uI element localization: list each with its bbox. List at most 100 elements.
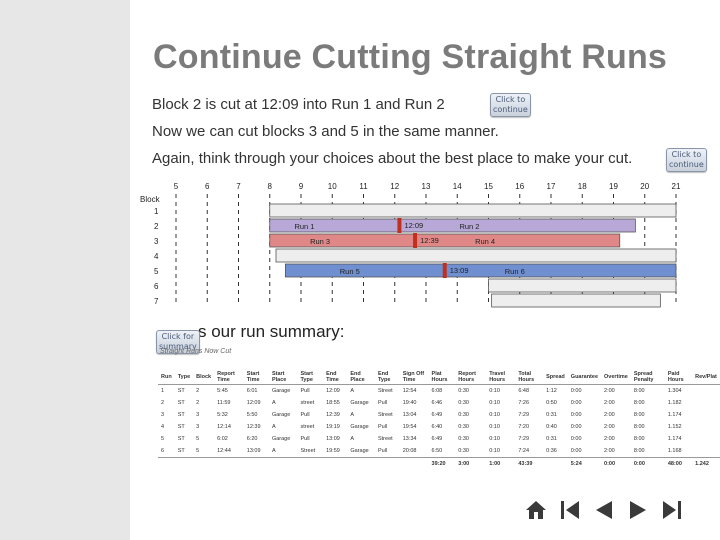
continue-button-1[interactable]: Click to continue [490, 93, 531, 117]
table-cell: 1.304 [667, 388, 682, 394]
table-cell: 8:00 [633, 412, 645, 418]
text-line-3: Again, think through your choices about … [152, 150, 633, 167]
table-cell: 0:30 [458, 400, 469, 406]
totals-cell [268, 457, 298, 470]
hour-tick-label: 5 [174, 182, 179, 191]
table-cell: 0:00 [570, 400, 582, 406]
totals-cell [374, 457, 400, 470]
table-cell: 0:30 [458, 424, 469, 430]
hour-tick-label: 13 [422, 182, 431, 191]
table-row: 5 ST 5 6:02 6:20 Garage Pull 13:09 A Street 13:34 6… [158, 433, 720, 445]
totals-cell [243, 457, 269, 470]
table-cell: 0:10 [489, 412, 500, 418]
table-cell: A [350, 388, 355, 394]
table-cell: 1.174 [667, 412, 682, 418]
table-cell: A [271, 424, 276, 430]
table-cell: 5:32 [217, 412, 228, 418]
table-cell: 1.152 [667, 424, 682, 430]
table-cell: Garage [350, 424, 369, 430]
table-cell: ST [177, 412, 185, 418]
summary-column-header: Paid Hours [664, 370, 693, 385]
table-cell: 1.174 [667, 436, 682, 442]
table-cell: 6:49 [431, 436, 443, 442]
summary-column-header: Plat Hours [428, 370, 456, 385]
table-cell: 0:40 [546, 424, 557, 430]
continue-button-2[interactable]: Click to continue [666, 148, 707, 172]
table-cell: Street [377, 412, 393, 418]
block-bar-3 [269, 233, 621, 248]
table-cell: 18:55 [326, 400, 340, 406]
totals-cell: 39:20 [428, 457, 456, 470]
hour-tick-label: 6 [205, 182, 210, 191]
table-cell: Garage [271, 388, 291, 394]
block-gantt-chart: 5 6 7 8 9 10 11 12 13 14 15 16 17 18 19 20 21Block123456… [140, 182, 681, 308]
table-cell: 2:00 [604, 400, 615, 406]
table-cell: 0:00 [570, 424, 582, 430]
table-cell: Pull [300, 412, 310, 418]
hour-tick-label: 14 [453, 182, 462, 191]
table-cell: Garage [350, 400, 369, 406]
slide-title: Continue Cutting Straight Runs [153, 38, 668, 76]
summary-button[interactable]: Click for summary [156, 330, 200, 354]
block-row-label: 7 [154, 297, 159, 306]
table-cell: 0:30 [458, 436, 469, 442]
table-cell: 1:12 [546, 388, 557, 394]
summary-column-header: Spread Penalty [630, 370, 665, 385]
totals-cell: 1:00 [486, 457, 516, 470]
table-cell: 7:24 [518, 448, 530, 454]
previous-slide-button[interactable] [592, 498, 616, 522]
table-cell: 0:00 [570, 412, 582, 418]
table-cell: 3 [196, 412, 200, 418]
table-cell: 6:02 [217, 436, 228, 442]
totals-cell [174, 457, 194, 470]
left-sidebar [0, 0, 130, 540]
last-slide-button[interactable] [660, 498, 684, 522]
block-row-label: 5 [154, 267, 159, 276]
table-cell: 3 [161, 412, 165, 418]
table-cell: 8:00 [633, 400, 645, 406]
table-cell: 12:09 [326, 388, 340, 394]
run-left-label: Run 3 [310, 237, 330, 246]
table-cell: 13:04 [402, 412, 417, 418]
table-cell: Street [377, 436, 393, 442]
totals-cell: 0:00 [630, 457, 665, 470]
summary-heading: s our run summary: [198, 322, 345, 341]
totals-cell [297, 457, 324, 470]
summary-column-header: Start Time [243, 370, 269, 385]
table-cell: 0:31 [546, 412, 557, 418]
table-cell: Garage [271, 436, 291, 442]
totals-cell: 3:00 [455, 457, 487, 470]
table-cell: 7:26 [518, 400, 530, 406]
table-cell: 0:10 [489, 388, 500, 394]
table-cell: 6:46 [431, 400, 443, 406]
block-row-label: 6 [154, 282, 159, 291]
home-icon [526, 501, 546, 519]
previous-icon [596, 501, 612, 519]
cut-marker [442, 263, 447, 278]
summary-column-header: Total Hours [515, 370, 544, 385]
first-slide-button[interactable] [558, 498, 582, 522]
hour-tick-label: 18 [578, 182, 587, 191]
run-left-label: Run 5 [340, 267, 360, 276]
table-cell: 12:39 [326, 412, 340, 418]
summary-column-header: Type [174, 370, 194, 385]
next-icon [630, 501, 646, 519]
table-cell: A [350, 436, 355, 442]
continue-button-1-label-b: continue [493, 105, 528, 114]
block-bar-1 [269, 203, 677, 218]
table-cell: 6:40 [431, 424, 443, 430]
home-button[interactable] [524, 498, 548, 522]
table-cell: 11:59 [217, 400, 231, 406]
table-cell: 19:59 [326, 448, 340, 454]
table-cell: 0:00 [570, 448, 582, 454]
hour-tick-label: 21 [672, 182, 681, 191]
table-cell: ST [177, 424, 185, 430]
table-cell: 2:00 [604, 424, 615, 430]
summary-column-header: End Type [374, 370, 400, 385]
run-right-label: Run 2 [459, 222, 479, 231]
summary-column-header: Overtime [601, 370, 631, 385]
summary-column-header: Run [158, 370, 175, 385]
table-cell: 2 [196, 400, 200, 406]
summary-header-row: Run Type Block Report Time Start Time Start P… [158, 370, 720, 385]
next-slide-button[interactable] [626, 498, 650, 522]
